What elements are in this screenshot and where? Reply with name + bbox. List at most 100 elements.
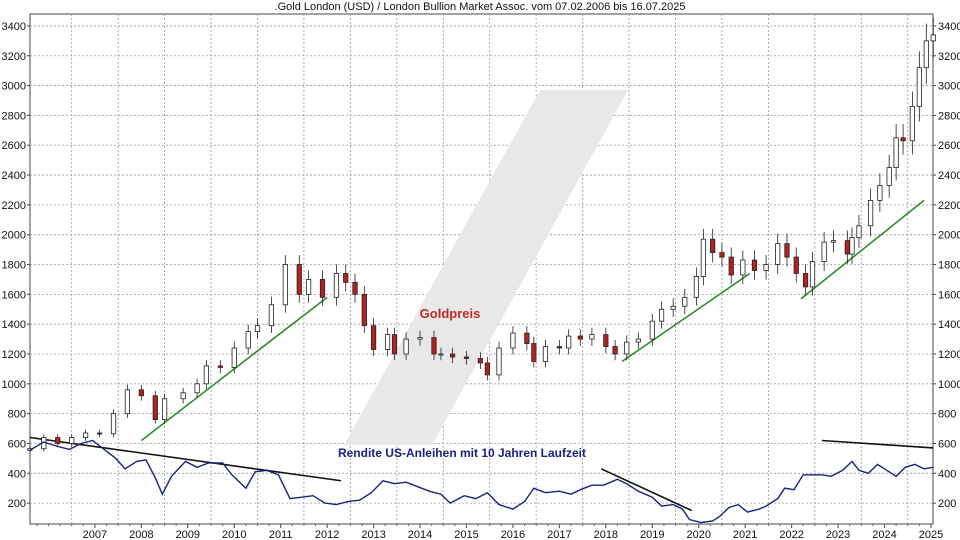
gold-candle <box>477 352 484 369</box>
x-tick-label: 2025 <box>919 529 943 540</box>
gold-candle-body <box>710 238 716 253</box>
x-tick-label: 2019 <box>640 529 664 540</box>
gold-candle-body <box>649 320 655 340</box>
gold-candle-body <box>821 241 827 262</box>
gold-candle <box>69 434 75 447</box>
gold-candle-body <box>254 325 261 333</box>
gold-candle <box>589 327 595 346</box>
gold-candle-body <box>612 346 618 355</box>
gold-candle <box>403 332 409 361</box>
x-tick-label: 2012 <box>315 529 339 540</box>
gold-candle-body <box>161 398 168 421</box>
rendite-label: Rendite US-Anleihen mit 10 Jahren Laufze… <box>338 446 586 460</box>
gold-candle-body <box>635 338 641 343</box>
gold-candle <box>296 255 302 303</box>
y-tick-label: 3200 <box>2 51 26 63</box>
gold-candle <box>161 394 168 424</box>
rendite-line <box>29 439 934 524</box>
gold-candle <box>217 360 223 374</box>
gold-candle <box>352 273 358 303</box>
y-tick-label: 1200 <box>2 349 26 361</box>
gold-candle-body <box>556 346 562 349</box>
y-tick-label: 2600 <box>2 140 26 152</box>
x-tick-label: 2024 <box>872 529 896 540</box>
chart-title: .Gold London (USD) / London Bullion Mark… <box>275 1 686 13</box>
gold-candle-body <box>784 243 790 258</box>
gold-candle-body <box>542 346 549 362</box>
gold-candle <box>152 390 158 424</box>
y-tick-label: 800 <box>938 409 956 421</box>
gold-candle <box>693 267 700 306</box>
goldpreis-label: Goldpreis <box>420 306 481 321</box>
y-tick-label: 1800 <box>2 260 26 272</box>
gold-candle-body <box>909 106 915 142</box>
x-tick-label: 2013 <box>361 529 385 540</box>
gold-candle-body <box>740 259 746 276</box>
gold-candle-body <box>524 332 530 344</box>
gold-candle-body <box>391 334 398 355</box>
trend-line <box>800 199 925 300</box>
gold-candle-body <box>670 305 676 310</box>
gold-candle-body <box>438 353 444 356</box>
y-tick-label: 400 <box>938 468 956 480</box>
gold-candle-body <box>589 334 595 340</box>
x-tick-label: 2014 <box>408 529 432 540</box>
gold-candle <box>682 289 688 315</box>
gold-candle <box>670 298 676 318</box>
gold-candle-body <box>370 325 377 350</box>
gold-candle-body <box>566 335 572 349</box>
gold-candle-body <box>867 200 874 227</box>
gold-candle-body <box>343 273 349 283</box>
gold-candle-body <box>849 237 855 255</box>
gold-candle-body <box>124 389 131 415</box>
gold-candle <box>110 409 117 438</box>
x-tick-label: 2018 <box>594 529 618 540</box>
gold-candle-body <box>916 67 922 107</box>
y-tick-label: 2600 <box>938 140 960 152</box>
gold-candle-body <box>403 338 409 355</box>
y-tick-label: 600 <box>938 438 956 450</box>
gold-candle <box>391 327 398 361</box>
gold-candle-body <box>55 437 61 444</box>
gold-candle <box>710 228 716 263</box>
rendite-series <box>29 439 934 524</box>
y-tick-label: 2800 <box>2 110 26 122</box>
x-tick-label: 2015 <box>454 529 478 540</box>
gold-candle <box>384 327 391 356</box>
x-tick-label: 2021 <box>733 529 757 540</box>
y-tick-label: 3000 <box>2 81 26 93</box>
gold-candle <box>319 270 326 306</box>
gold-candle <box>194 378 200 398</box>
gold-candle-body <box>658 308 665 322</box>
gold-candle-body <box>793 256 799 274</box>
gold-candle-body <box>923 40 929 69</box>
gold-candle <box>524 326 530 351</box>
gold-candle-body <box>900 137 906 142</box>
gold-candle <box>361 286 367 333</box>
y-tick-label: 1400 <box>2 319 26 331</box>
y-axis-right: 200 400 600 800 1000 1200 1400 1600 1800 2000 2200… <box>933 21 960 510</box>
gold-candle <box>438 347 444 361</box>
gold-candle <box>830 230 837 253</box>
gold-candle-body <box>531 343 537 362</box>
gold-candle <box>719 242 725 267</box>
gold-candle-body <box>319 279 326 298</box>
gold-candle <box>700 228 706 286</box>
gold-candle-body <box>431 337 437 355</box>
x-tick-label: 2016 <box>501 529 525 540</box>
gold-candle <box>624 335 630 361</box>
y-tick-label: 1000 <box>938 379 960 391</box>
gold-candle-body <box>830 240 837 243</box>
gold-candle-body <box>693 276 700 298</box>
gold-candle <box>893 123 899 181</box>
gold-candle <box>649 313 655 346</box>
gold-candle <box>930 17 936 59</box>
gold-candle <box>463 350 470 365</box>
gold-candle <box>923 23 929 84</box>
gold-candle <box>916 51 922 122</box>
gold-candle <box>254 318 261 339</box>
gold-candle <box>231 341 237 374</box>
gold-candle <box>124 384 131 418</box>
gold-candle-body <box>719 252 725 258</box>
gold-candle <box>333 264 340 306</box>
